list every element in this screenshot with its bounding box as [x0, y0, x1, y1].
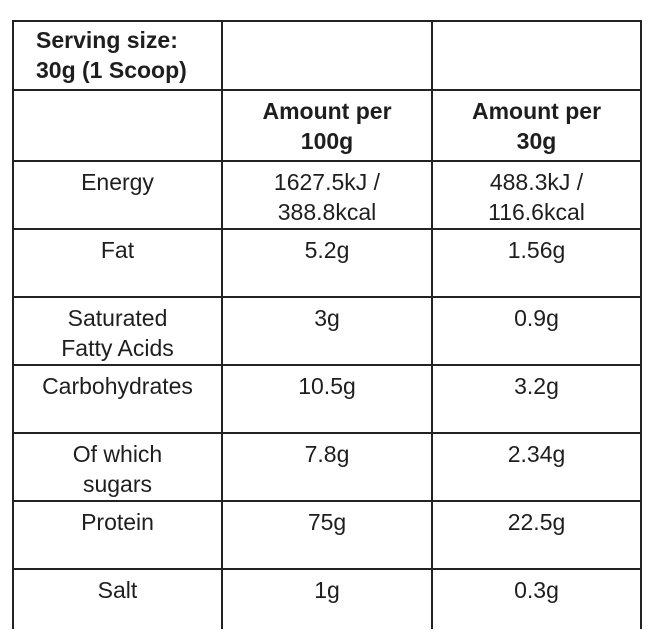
serving-size-value: 30g (1 Scoop)	[36, 57, 187, 83]
per-30g-header-line1: Amount per	[471, 98, 602, 124]
per-30g-value: 22.5g	[507, 509, 566, 535]
per-100g-value: 10.5g	[298, 373, 356, 399]
per-100g-value-cell: 75g	[221, 500, 433, 570]
per-100g-header: Amount per 100g	[221, 89, 433, 162]
per-100g-value: 1g	[314, 577, 340, 603]
per-100g-value-cell: 5.2g	[221, 228, 433, 298]
nutrient-name: Protein	[81, 509, 154, 535]
per-100g-value-cell: 10.5g	[221, 364, 433, 434]
nutrient-name-cell: Salt	[12, 568, 223, 629]
table-row-fat: Fat 5.2g 1.56g	[12, 228, 642, 298]
per-100g-value-line2: 388.8kcal	[277, 199, 377, 225]
nutrient-name-cell: Energy	[12, 160, 223, 230]
table-row-carbohydrates: Carbohydrates 10.5g 3.2g	[12, 364, 642, 434]
per-30g-value-cell: 22.5g	[431, 500, 642, 570]
per-30g-value-line2: 116.6kcal	[488, 199, 585, 225]
nutrient-name-cell: Saturated Fatty Acids	[12, 296, 223, 366]
table-row-energy: Energy 1627.5kJ / 388.8kcal 488.3kJ / 11…	[12, 160, 642, 230]
per-100g-header-line2: 100g	[300, 128, 354, 154]
nutrient-name-cell: Carbohydrates	[12, 364, 223, 434]
per-100g-value-cell: 1627.5kJ / 388.8kcal	[221, 160, 433, 230]
per-30g-value: 3.2g	[514, 373, 559, 399]
nutrient-name-cell: Protein	[12, 500, 223, 570]
empty-header-cell	[431, 20, 642, 91]
table-row-saturated-fatty-acids: Saturated Fatty Acids 3g 0.9g	[12, 296, 642, 366]
table-row-protein: Protein 75g 22.5g	[12, 500, 642, 570]
per-100g-value: 3g	[314, 305, 340, 331]
nutrition-table: Serving size: 30g (1 Scoop) Amount per 1…	[12, 20, 642, 629]
per-30g-header: Amount per 30g	[431, 89, 642, 162]
nutrient-name: Energy	[81, 169, 154, 195]
nutrient-name: Salt	[97, 577, 138, 603]
per-30g-value-cell: 0.9g	[431, 296, 642, 366]
per-100g-header-line1: Amount per	[262, 98, 392, 124]
per-100g-value-cell: 7.8g	[221, 432, 433, 502]
nutrient-name-cell: Fat	[12, 228, 223, 298]
per-30g-value: 488.3kJ /	[489, 169, 584, 195]
table-row-sugars: Of which sugars 7.8g 2.34g	[12, 432, 642, 502]
serving-size-label: Serving size:	[36, 27, 178, 53]
serving-size-row: Serving size: 30g (1 Scoop)	[12, 20, 642, 91]
per-30g-value-cell: 2.34g	[431, 432, 642, 502]
per-100g-value-cell: 1g	[221, 568, 433, 629]
per-30g-value-cell: 0.3g	[431, 568, 642, 629]
nutrient-name: Fat	[100, 237, 135, 263]
nutrient-name: Carbohydrates	[42, 373, 193, 399]
per-30g-value: 0.9g	[514, 305, 559, 331]
per-100g-value: 5.2g	[304, 237, 350, 263]
column-header-row: Amount per 100g Amount per 30g	[12, 89, 642, 162]
serving-size-cell: Serving size: 30g (1 Scoop)	[12, 20, 223, 91]
per-30g-value: 2.34g	[507, 441, 566, 467]
per-100g-value-cell: 3g	[221, 296, 433, 366]
empty-header-cell	[221, 20, 433, 91]
per-30g-value: 0.3g	[514, 577, 559, 603]
nutrient-name: Of which	[72, 441, 163, 467]
per-100g-value: 1627.5kJ /	[273, 169, 381, 195]
nutrient-name-line2: Fatty Acids	[61, 335, 174, 361]
per-100g-value: 7.8g	[304, 441, 350, 467]
per-30g-value-cell: 3.2g	[431, 364, 642, 434]
nutrient-name-line2: sugars	[82, 471, 153, 497]
per-30g-value: 1.56g	[507, 237, 566, 263]
nutrient-name: Saturated	[67, 305, 168, 331]
per-100g-value: 75g	[307, 509, 347, 535]
nutrient-name-cell: Of which sugars	[12, 432, 223, 502]
per-30g-header-line2: 30g	[516, 128, 557, 154]
empty-header-cell	[12, 89, 223, 162]
per-30g-value-cell: 488.3kJ / 116.6kcal	[431, 160, 642, 230]
table-row-salt: Salt 1g 0.3g	[12, 568, 642, 629]
per-30g-value-cell: 1.56g	[431, 228, 642, 298]
